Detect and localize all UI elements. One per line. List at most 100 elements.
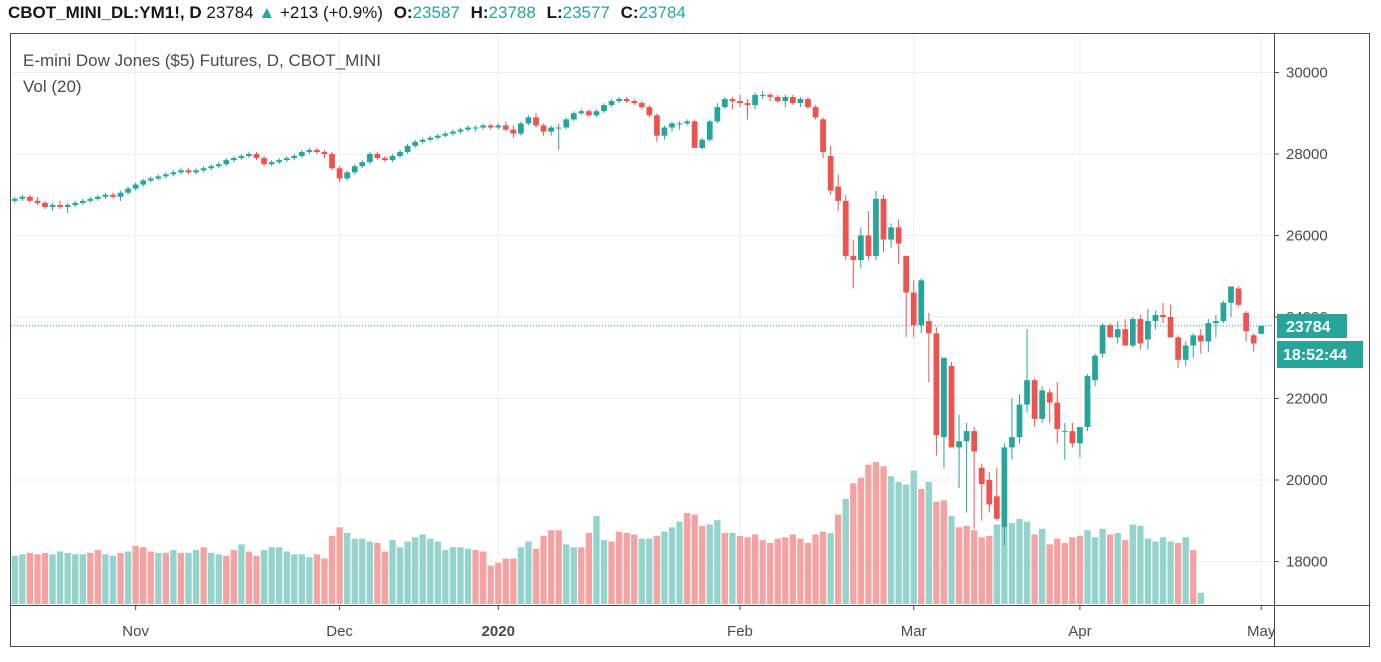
candle-body	[230, 158, 237, 161]
volume-bar	[736, 535, 744, 604]
candle-body	[366, 154, 373, 163]
candle-body	[502, 125, 509, 130]
candle-body	[450, 131, 456, 134]
candle-body	[910, 292, 917, 326]
candle-body	[510, 129, 517, 134]
volume-bar	[774, 538, 781, 604]
volume-bar	[321, 558, 328, 604]
time-axis[interactable]: Nov Dec 2020 Feb Mar Apr May	[122, 605, 1276, 640]
volume-bars	[11, 462, 1204, 604]
volume-bar	[510, 558, 517, 604]
candle-body	[223, 160, 230, 165]
candle-body	[487, 125, 494, 128]
candle-body	[631, 101, 638, 104]
volume-bar	[351, 538, 358, 604]
candle-body	[442, 133, 449, 136]
candle-body	[1084, 376, 1091, 428]
candle-body	[215, 164, 222, 167]
candle-body	[276, 160, 283, 163]
candle-body	[359, 162, 366, 167]
candle-body	[722, 98, 728, 108]
low-value: 23577	[562, 3, 610, 22]
volume-bar	[140, 547, 147, 604]
candle-body	[593, 111, 600, 116]
high-value: 23788	[488, 3, 536, 22]
volume-bar	[449, 547, 457, 604]
volume-bar	[464, 548, 472, 604]
candle-body	[404, 145, 411, 152]
volume-bar	[200, 547, 207, 604]
candle-body	[706, 121, 713, 140]
volume-bar	[1122, 540, 1129, 604]
volume-bar	[170, 550, 177, 604]
volume-bar	[132, 545, 139, 604]
candle-body	[669, 123, 675, 128]
candle-body	[518, 123, 524, 134]
volume-bar	[1159, 537, 1167, 604]
volume-bar	[668, 527, 676, 604]
candle-body	[638, 103, 645, 108]
volume-bar	[343, 533, 351, 604]
candle-body	[895, 227, 902, 244]
volume-bar	[260, 550, 268, 604]
volume-bar	[986, 535, 993, 604]
last-price: 23784	[206, 3, 254, 22]
price-tick-label: 22000	[1286, 391, 1328, 408]
volume-bar	[865, 464, 872, 604]
candle-body	[941, 357, 947, 438]
volume-bar	[1091, 537, 1099, 604]
volume-bar	[223, 555, 230, 604]
volume-bar	[563, 544, 570, 604]
volume-bar	[970, 530, 978, 604]
candle-body	[298, 151, 305, 157]
candle-body	[465, 127, 471, 130]
price-change: +213 (+0.9%)	[279, 3, 383, 22]
candle-body	[586, 111, 592, 116]
volume-bar	[1129, 524, 1136, 604]
candle-body	[1190, 335, 1197, 346]
candle-body	[314, 149, 320, 152]
candle-body	[1258, 325, 1265, 334]
candle-body	[714, 107, 721, 122]
volume-bar	[1174, 542, 1182, 604]
candle-body	[1129, 319, 1136, 346]
volume-bar	[517, 547, 525, 604]
time-tick-label: May	[1247, 623, 1276, 640]
candle-body	[1122, 329, 1129, 346]
candle-body	[495, 125, 502, 128]
volume-bar	[328, 535, 336, 604]
candle-body	[608, 101, 615, 106]
candle-body	[344, 172, 351, 179]
volume-bar	[215, 554, 222, 604]
volume-bar	[1008, 523, 1016, 604]
volume-bar	[585, 533, 593, 604]
candle-body	[87, 198, 94, 201]
candle-body	[623, 98, 630, 102]
volume-bar	[1106, 534, 1114, 604]
volume-bar	[638, 538, 645, 604]
candle-body	[857, 235, 864, 260]
volume-bar	[1076, 535, 1084, 604]
candle-body	[147, 178, 154, 181]
candle-body	[789, 96, 796, 104]
volume-bar	[525, 541, 532, 604]
symbol-name[interactable]: CBOT_MINI_DL:YM1!, D	[8, 3, 202, 22]
volume-bar	[26, 552, 34, 604]
volume-bar	[782, 537, 789, 604]
countdown-tag-text: 18:52:44	[1283, 347, 1347, 364]
candle-body	[283, 158, 290, 161]
candle-body	[19, 196, 26, 199]
chart-frame	[10, 33, 1370, 647]
volume-bar	[955, 527, 963, 604]
volume-bar	[1061, 542, 1068, 604]
volume-bar	[276, 547, 283, 604]
candle-body	[208, 166, 215, 169]
candle-body	[533, 117, 539, 126]
volume-bar	[411, 537, 419, 604]
candle-body	[291, 156, 298, 159]
volume-bar	[41, 552, 49, 604]
candle-body	[782, 96, 789, 102]
candle-body	[827, 156, 834, 191]
price-tick-label: 20000	[1286, 472, 1328, 489]
